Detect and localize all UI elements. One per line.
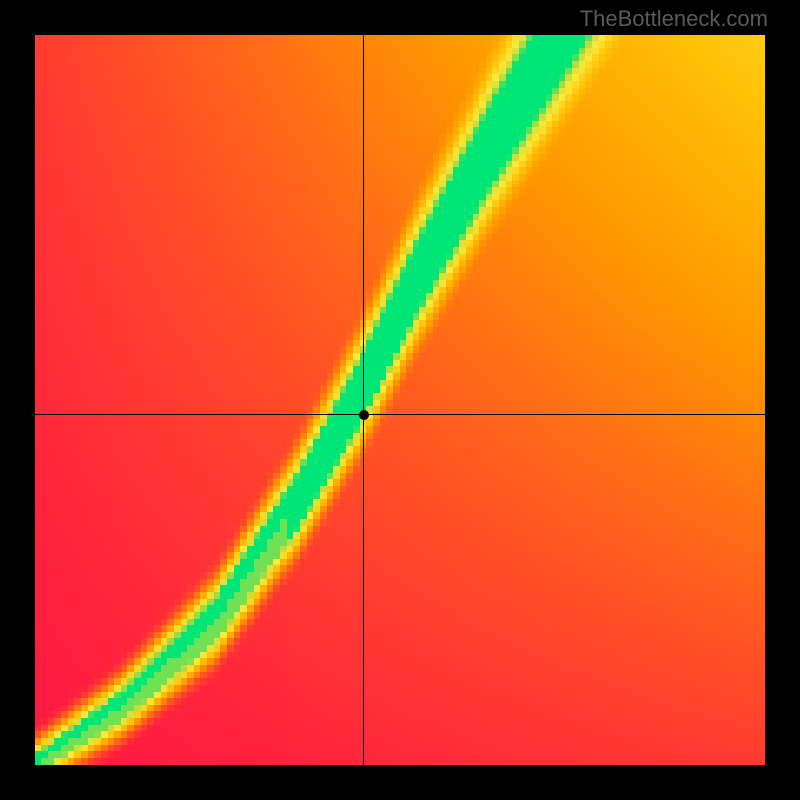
crosshair-vertical — [363, 35, 364, 765]
bottleneck-heatmap — [35, 35, 765, 765]
watermark-text: TheBottleneck.com — [580, 6, 768, 32]
crosshair-intersection-dot — [359, 410, 369, 420]
crosshair-horizontal — [35, 414, 765, 415]
